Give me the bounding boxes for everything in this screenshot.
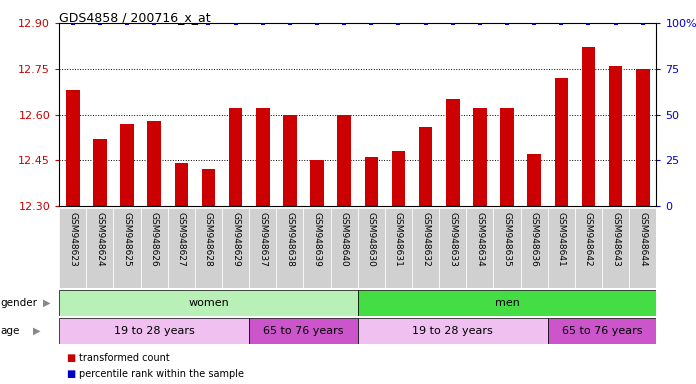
Bar	[256, 108, 269, 206]
Text: GSM948632: GSM948632	[421, 212, 430, 267]
Bar	[439, 208, 466, 288]
Bar	[629, 208, 656, 288]
Text: GSM948633: GSM948633	[448, 212, 457, 267]
Text: GDS4858 / 200716_x_at: GDS4858 / 200716_x_at	[59, 12, 211, 25]
Bar	[493, 208, 521, 288]
Bar	[419, 127, 432, 206]
Text: 19 to 28 years: 19 to 28 years	[412, 326, 493, 336]
Bar	[473, 108, 487, 206]
Bar	[602, 208, 629, 288]
Text: GSM948636: GSM948636	[530, 212, 539, 267]
Text: GSM948628: GSM948628	[204, 212, 213, 267]
Bar	[66, 90, 79, 206]
Bar	[466, 208, 493, 288]
Bar	[303, 208, 331, 288]
Text: GSM948638: GSM948638	[285, 212, 294, 267]
Bar	[113, 208, 141, 288]
Text: GSM948642: GSM948642	[584, 212, 593, 266]
Text: GSM948641: GSM948641	[557, 212, 566, 267]
Bar	[412, 208, 439, 288]
Bar	[358, 318, 548, 344]
Text: GSM948629: GSM948629	[231, 212, 240, 267]
Text: gender: gender	[0, 298, 37, 308]
Text: GSM948644: GSM948644	[638, 212, 647, 266]
Bar	[548, 208, 575, 288]
Bar	[93, 139, 106, 206]
Bar	[358, 290, 656, 316]
Bar	[500, 108, 514, 206]
Bar	[555, 78, 568, 206]
Text: ▶: ▶	[33, 326, 41, 336]
Text: women: women	[188, 298, 229, 308]
Text: 19 to 28 years: 19 to 28 years	[113, 326, 195, 336]
Text: 65 to 76 years: 65 to 76 years	[263, 326, 344, 336]
Text: GSM948634: GSM948634	[475, 212, 484, 267]
Bar	[222, 208, 249, 288]
Bar	[59, 318, 249, 344]
Bar	[141, 208, 168, 288]
Text: ■: ■	[66, 369, 75, 379]
Bar	[358, 208, 385, 288]
Bar	[392, 151, 405, 206]
Bar	[175, 163, 188, 206]
Text: GSM948625: GSM948625	[122, 212, 132, 267]
Bar	[59, 208, 86, 288]
Bar	[331, 208, 358, 288]
Bar	[636, 69, 649, 206]
Bar	[86, 208, 113, 288]
Text: GSM948637: GSM948637	[258, 212, 267, 267]
Bar	[548, 318, 656, 344]
Text: GSM948643: GSM948643	[611, 212, 620, 267]
Bar	[446, 99, 459, 206]
Bar	[609, 66, 622, 206]
Text: percentile rank within the sample: percentile rank within the sample	[79, 369, 244, 379]
Text: GSM948639: GSM948639	[313, 212, 322, 267]
Bar	[168, 208, 195, 288]
Bar	[276, 208, 303, 288]
Bar	[148, 121, 161, 206]
Text: GSM948623: GSM948623	[68, 212, 77, 267]
Bar	[338, 114, 351, 206]
Bar	[310, 160, 324, 206]
Bar	[249, 318, 358, 344]
Bar	[575, 208, 602, 288]
Bar	[202, 169, 215, 206]
Text: GSM948627: GSM948627	[177, 212, 186, 267]
Bar	[120, 124, 134, 206]
Bar	[365, 157, 378, 206]
Text: age: age	[0, 326, 19, 336]
Text: GSM948630: GSM948630	[367, 212, 376, 267]
Bar	[582, 48, 595, 206]
Bar	[59, 290, 358, 316]
Text: ▶: ▶	[43, 298, 51, 308]
Bar	[249, 208, 276, 288]
Bar	[229, 108, 242, 206]
Text: ■: ■	[66, 353, 75, 363]
Bar	[283, 114, 296, 206]
Text: GSM948631: GSM948631	[394, 212, 403, 267]
Bar	[528, 154, 541, 206]
Text: GSM948624: GSM948624	[95, 212, 104, 266]
Bar	[385, 208, 412, 288]
Text: transformed count: transformed count	[79, 353, 169, 363]
Bar	[521, 208, 548, 288]
Text: GSM948640: GSM948640	[340, 212, 349, 267]
Text: GSM948626: GSM948626	[150, 212, 159, 267]
Text: 65 to 76 years: 65 to 76 years	[562, 326, 642, 336]
Text: GSM948635: GSM948635	[503, 212, 512, 267]
Text: men: men	[495, 298, 519, 308]
Bar	[195, 208, 222, 288]
